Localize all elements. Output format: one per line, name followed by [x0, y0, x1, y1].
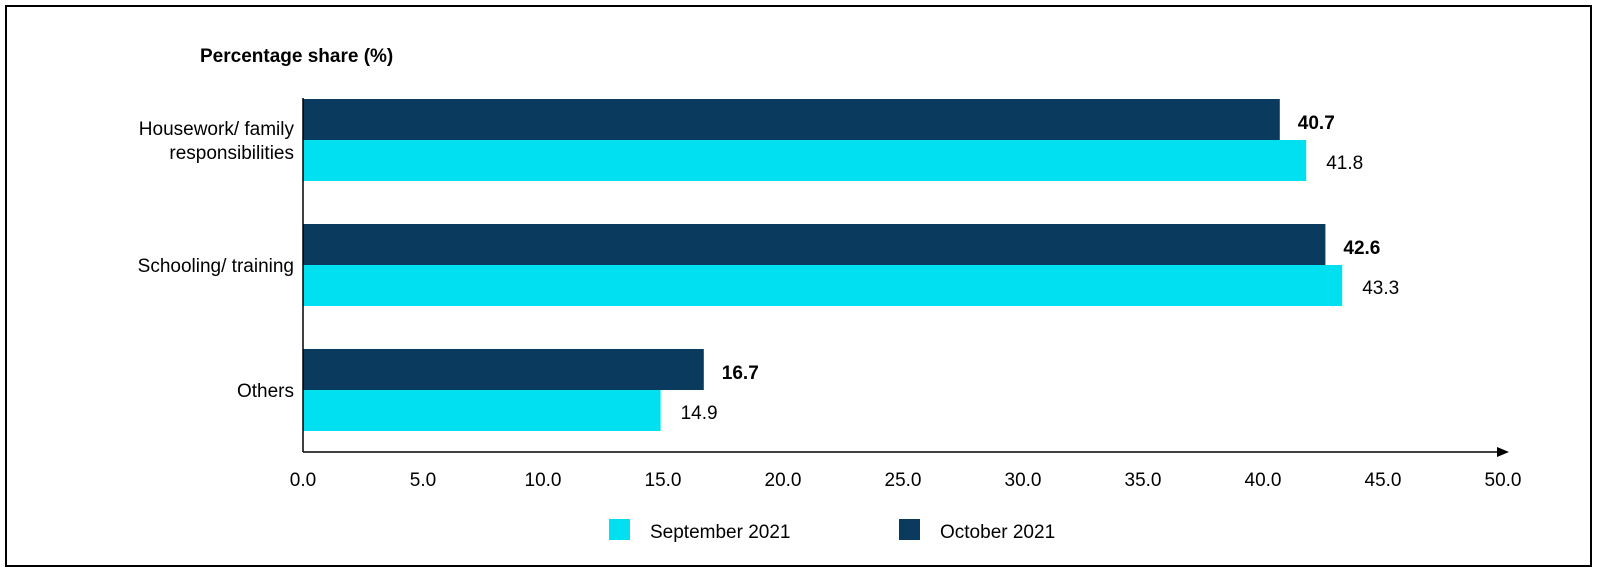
category-label-0-line-0: Housework/ family [139, 119, 295, 140]
axes-group [302, 98, 1509, 457]
bar-september-2021-2 [303, 390, 661, 431]
value-label-october-2021-1: 42.6 [1343, 238, 1380, 259]
value-label-september-2021-1: 43.3 [1362, 278, 1399, 299]
x-tick-label-10: 50.0 [1485, 470, 1522, 491]
x-tick-label-2: 10.0 [525, 470, 562, 491]
value-label-september-2021-2: 14.9 [681, 403, 718, 424]
category-label-0-line-1: responsibilities [169, 143, 294, 164]
y-axis-title: Percentage share (%) [200, 46, 393, 67]
legend: September 2021 October 2021 [609, 519, 1055, 543]
value-label-september-2021-0: 41.8 [1326, 153, 1363, 174]
x-axis-arrow-icon [1497, 447, 1509, 457]
legend-label-october-2021: October 2021 [940, 522, 1055, 543]
x-tick-label-1: 5.0 [410, 470, 436, 491]
x-tick-label-0: 0.0 [290, 470, 316, 491]
x-tick-labels-group: 0.0 5.0 10.0 15.0 20.0 25.0 30.0 35.0 40.0 45.0 50… [290, 470, 1522, 491]
value-labels-group: 40.7 41.8 42.6 43.3 16.714.9 [681, 113, 1400, 424]
x-tick-label-4: 20.0 [765, 470, 802, 491]
category-label-2-line-0: Others [237, 381, 294, 402]
legend-swatch-september-2021 [609, 519, 630, 540]
x-tick-label-9: 45.0 [1365, 470, 1402, 491]
bar-september-2021-1 [303, 265, 1343, 306]
bar-october-2021-0 [303, 99, 1280, 140]
legend-swatch-october-2021 [899, 519, 920, 540]
bar-october-2021-1 [303, 224, 1326, 265]
value-label-october-2021-0: 40.7 [1298, 113, 1335, 134]
legend-label-september-2021: September 2021 [650, 522, 791, 543]
x-tick-label-7: 35.0 [1125, 470, 1162, 491]
x-tick-label-6: 30.0 [1005, 470, 1042, 491]
category-labels-group: Housework/ family responsibilities Schooli… [138, 119, 295, 402]
bars-group [303, 99, 1343, 431]
x-tick-label-3: 15.0 [645, 470, 682, 491]
bar-october-2021-2 [303, 349, 704, 390]
x-tick-label-5: 25.0 [885, 470, 922, 491]
value-label-october-2021-2: 16.7 [722, 363, 759, 384]
x-tick-label-8: 40.0 [1245, 470, 1282, 491]
bar-september-2021-0 [303, 140, 1307, 181]
category-label-1-line-0: Schooling/ training [138, 256, 294, 277]
